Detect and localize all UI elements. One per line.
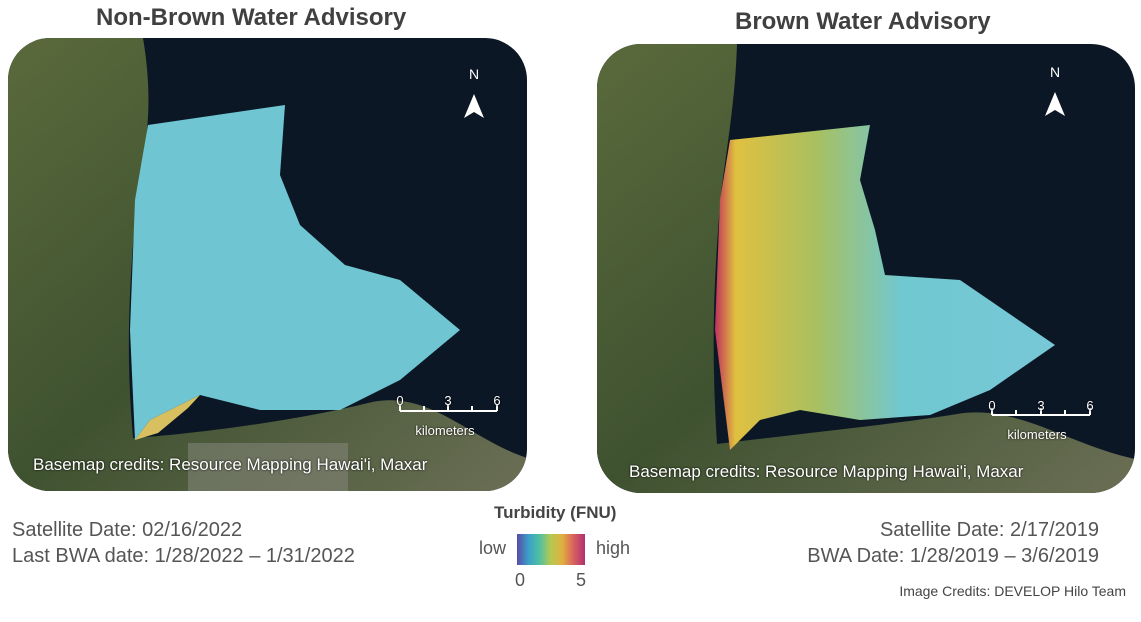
legend-high: high xyxy=(596,538,631,558)
scale-tick: 6 xyxy=(1086,398,1094,413)
info-line: Satellite Date: 2/17/2019 xyxy=(879,519,1099,541)
scale-tick: 0 xyxy=(396,393,404,408)
info-line: Satellite Date: 02/16/2022 xyxy=(12,519,243,541)
legend-title: Turbidity (FNU) xyxy=(494,503,617,522)
north-label: N xyxy=(1050,64,1061,80)
scale-tick: 6 xyxy=(493,393,501,408)
panel-title: Non-Brown Water Advisory xyxy=(96,4,407,31)
legend-low: low xyxy=(479,538,507,558)
map-right xyxy=(597,44,1135,493)
scale-unit: kilometers xyxy=(415,423,475,438)
scale-tick: 3 xyxy=(1037,398,1045,413)
north-label: N xyxy=(469,66,480,82)
image-credits: Image Credits: DEVELOP Hilo Team xyxy=(899,583,1126,599)
scale-unit: kilometers xyxy=(1007,427,1067,442)
legend-min: 0 xyxy=(514,570,526,590)
basemap-credits: Basemap credits: Resource Mapping Hawai'… xyxy=(33,455,428,474)
legend-max: 5 xyxy=(575,570,587,590)
scale-tick: 0 xyxy=(988,398,996,413)
info-line: Last BWA date: 1/28/2022 – 1/31/2022 xyxy=(12,545,355,567)
map-left xyxy=(8,38,527,491)
basemap-credits: Basemap credits: Resource Mapping Hawai'… xyxy=(629,462,1024,481)
info-line: BWA Date: 1/28/2019 – 3/6/2019 xyxy=(807,545,1099,567)
panel-title: Brown Water Advisory xyxy=(735,8,991,35)
legend-colorbar xyxy=(517,534,585,565)
scale-tick: 3 xyxy=(444,393,452,408)
